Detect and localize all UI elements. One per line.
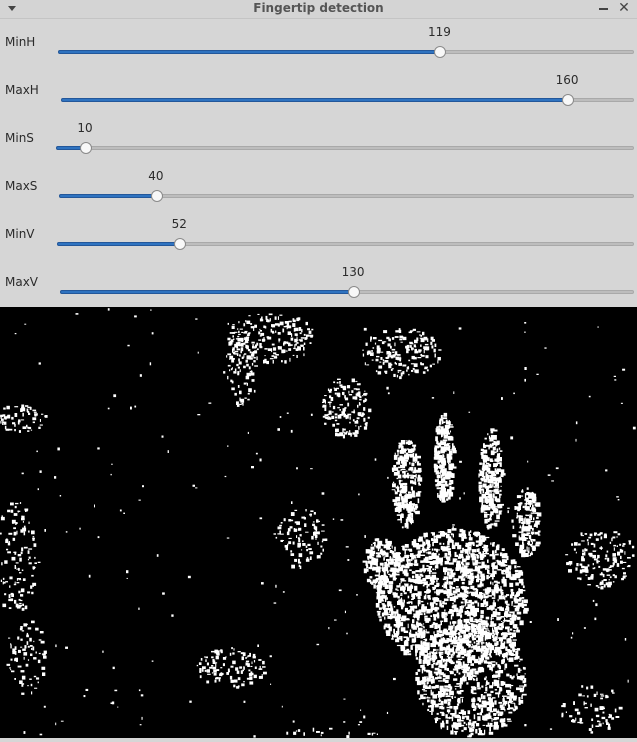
trackbar-value: 52 bbox=[171, 217, 187, 231]
trackbar-value: 160 bbox=[555, 73, 579, 87]
trackbar-handle[interactable] bbox=[150, 190, 163, 202]
chevron-down-icon[interactable] bbox=[8, 6, 16, 11]
trackbar-handle[interactable] bbox=[562, 94, 575, 106]
window-title: Fingertip detection bbox=[253, 1, 384, 15]
minimize-button[interactable] bbox=[598, 1, 610, 15]
trackbar-track[interactable] bbox=[59, 190, 634, 202]
trackbar-handle[interactable] bbox=[174, 238, 187, 250]
trackbar-track[interactable] bbox=[60, 286, 634, 298]
title-bar: Fingertip detection ✕ bbox=[0, 0, 637, 19]
trackbar-row-minv: MinV 52 bbox=[0, 211, 637, 259]
trackbar-label: MinH bbox=[5, 35, 36, 49]
trackbar-fill bbox=[59, 194, 157, 198]
trackbar-fill bbox=[61, 98, 569, 102]
trackbar-track[interactable] bbox=[61, 94, 634, 106]
trackbar-handle[interactable] bbox=[434, 46, 447, 58]
trackbar-track[interactable] bbox=[58, 46, 634, 58]
trackbar-value: 40 bbox=[148, 169, 164, 183]
trackbar-handle[interactable] bbox=[80, 142, 93, 154]
trackbar-label: MaxV bbox=[5, 275, 39, 289]
trackbar-value: 10 bbox=[77, 121, 93, 135]
binary-mask-canvas bbox=[0, 307, 637, 739]
trackbar-value: 119 bbox=[428, 25, 451, 39]
trackbar-track[interactable] bbox=[56, 142, 634, 154]
trackbar-track[interactable] bbox=[57, 238, 634, 250]
close-button[interactable]: ✕ bbox=[618, 0, 630, 16]
threshold-mask-image bbox=[0, 307, 637, 739]
trackbar-fill bbox=[60, 290, 355, 294]
trackbar-value: 130 bbox=[341, 265, 365, 279]
trackbar-panel: MinH 119 MaxH 160 MinS 10 MaxS 40 MinV bbox=[0, 19, 637, 307]
trackbar-row-mins: MinS 10 bbox=[0, 115, 637, 163]
trackbar-label: MinS bbox=[5, 131, 34, 145]
mask-pixels bbox=[0, 308, 636, 739]
trackbar-fill bbox=[57, 242, 181, 246]
trackbar-label: MaxH bbox=[5, 83, 39, 97]
trackbar-fill bbox=[58, 50, 441, 54]
trackbar-label: MinV bbox=[5, 227, 35, 241]
trackbar-row-minh: MinH 119 bbox=[0, 19, 637, 67]
trackbar-label: MaxS bbox=[5, 179, 38, 193]
trackbar-row-maxs: MaxS 40 bbox=[0, 163, 637, 211]
trackbar-handle[interactable] bbox=[348, 286, 361, 298]
trackbar-row-maxh: MaxH 160 bbox=[0, 67, 637, 115]
trackbar-row-maxv: MaxV 130 bbox=[0, 259, 637, 307]
